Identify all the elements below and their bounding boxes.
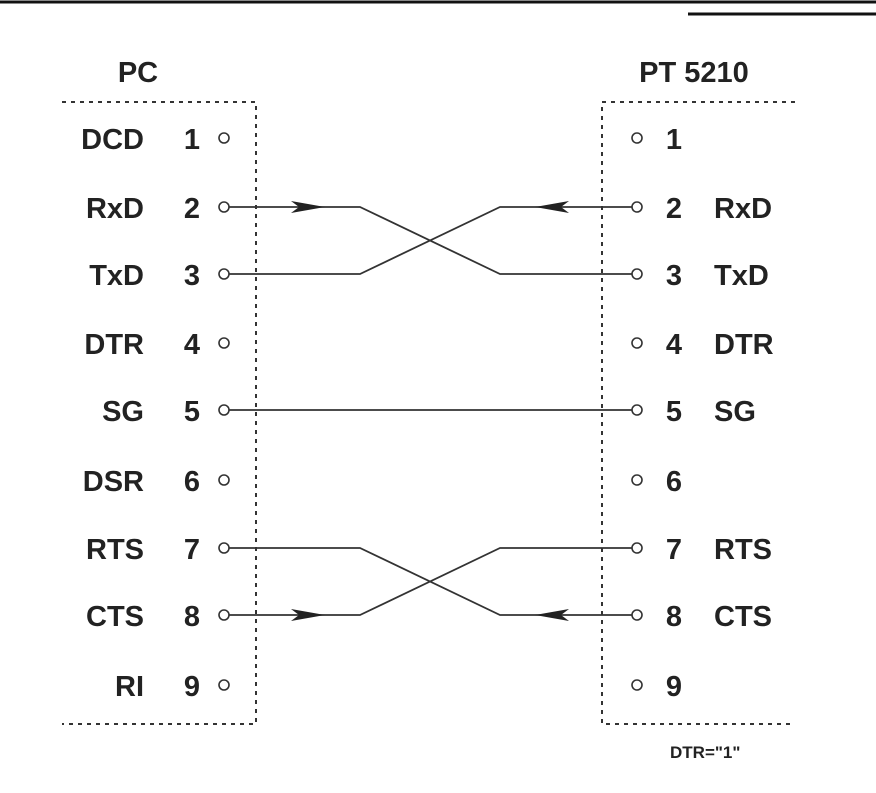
pt5210-pin-number: 9 — [666, 671, 682, 703]
pt5210-pin-number: 5 — [666, 396, 682, 428]
pc-pin-number: 4 — [184, 329, 200, 361]
pc-signal-cts: CTS — [86, 601, 144, 633]
pt5210-pin-number: 6 — [666, 466, 682, 498]
pc-pin-7-terminal — [218, 542, 230, 554]
pt5210-pin-group: 1 2 RxD 3 TxD 4 DTR 5 SG 6 7 RTS 8 CTS 9 — [631, 124, 774, 703]
pt5210-pin-1-terminal — [631, 132, 643, 144]
pt5210-pin-7-terminal — [631, 542, 643, 554]
pt5210-pin-6-terminal — [631, 474, 643, 486]
pt5210-pin-number: 3 — [666, 260, 682, 292]
pc-pin-number: 7 — [184, 534, 200, 566]
pc-pin-group: DCD 1 RxD 2 TxD 3 DTR 4 SG 5 DSR 6 RTS 7 CTS 8 RI 9 — [81, 124, 230, 703]
pt5210-pin-number: 8 — [666, 601, 682, 633]
pt5210-pin-number: 2 — [666, 193, 682, 225]
pc-signal-txd: TxD — [89, 260, 144, 292]
pt5210-connector-frame — [601, 101, 795, 725]
pc-pin-1-terminal — [218, 132, 230, 144]
pc-signal-dcd: DCD — [81, 124, 144, 156]
arrow-right-icon — [291, 609, 325, 621]
pc-signal-dtr: DTR — [84, 329, 144, 361]
pt5210-pin-4-terminal — [631, 337, 643, 349]
pc-signal-rxd: RxD — [86, 193, 144, 225]
pc-pin-5-terminal — [218, 404, 230, 416]
pc-pin-number: 5 — [184, 396, 200, 428]
pt5210-pin-number: 1 — [666, 124, 682, 156]
dtr-note: DTR="1" — [670, 743, 740, 762]
pt5210-signal-txd: TxD — [714, 260, 769, 292]
pt5210-pin-2-terminal — [631, 201, 643, 213]
wire-pc3-to-pt2 — [229, 206, 632, 275]
arrow-left-icon — [535, 201, 569, 213]
pt5210-signal-sg: SG — [714, 396, 756, 428]
pc-pin-number: 3 — [184, 260, 200, 292]
pc-title: PC — [118, 57, 158, 89]
pc-signal-ri: RI — [115, 671, 144, 703]
pc-pin-number: 9 — [184, 671, 200, 703]
pc-connector-frame — [62, 101, 257, 725]
pt5210-pin-number: 7 — [666, 534, 682, 566]
pc-signal-rts: RTS — [86, 534, 144, 566]
pt5210-signal-cts: CTS — [714, 601, 772, 633]
pc-pin-number: 8 — [184, 601, 200, 633]
pc-pin-8-terminal — [218, 609, 230, 621]
pc-pin-4-terminal — [218, 337, 230, 349]
pc-signal-sg: SG — [102, 396, 144, 428]
pt5210-signal-dtr: DTR — [714, 329, 774, 361]
pc-pin-number: 2 — [184, 193, 200, 225]
pt5210-title: PT 5210 — [639, 57, 749, 89]
wire-pc8-to-pt7 — [229, 547, 632, 616]
pt5210-pin-9-terminal — [631, 679, 643, 691]
pc-pin-6-terminal — [218, 474, 230, 486]
pc-pin-2-terminal — [218, 201, 230, 213]
pc-signal-dsr: DSR — [83, 466, 144, 498]
pt5210-signal-rts: RTS — [714, 534, 772, 566]
pc-pin-3-terminal — [218, 268, 230, 280]
pt5210-signal-rxd: RxD — [714, 193, 772, 225]
arrow-right-icon — [291, 201, 325, 213]
wire-group — [229, 201, 632, 621]
pc-pin-number: 6 — [184, 466, 200, 498]
pt5210-pin-8-terminal — [631, 609, 643, 621]
pc-pin-number: 1 — [184, 124, 200, 156]
pt5210-pin-3-terminal — [631, 268, 643, 280]
pt5210-pin-5-terminal — [631, 404, 643, 416]
pt5210-pin-number: 4 — [666, 329, 682, 361]
pc-pin-9-terminal — [218, 679, 230, 691]
arrow-left-icon — [535, 609, 569, 621]
